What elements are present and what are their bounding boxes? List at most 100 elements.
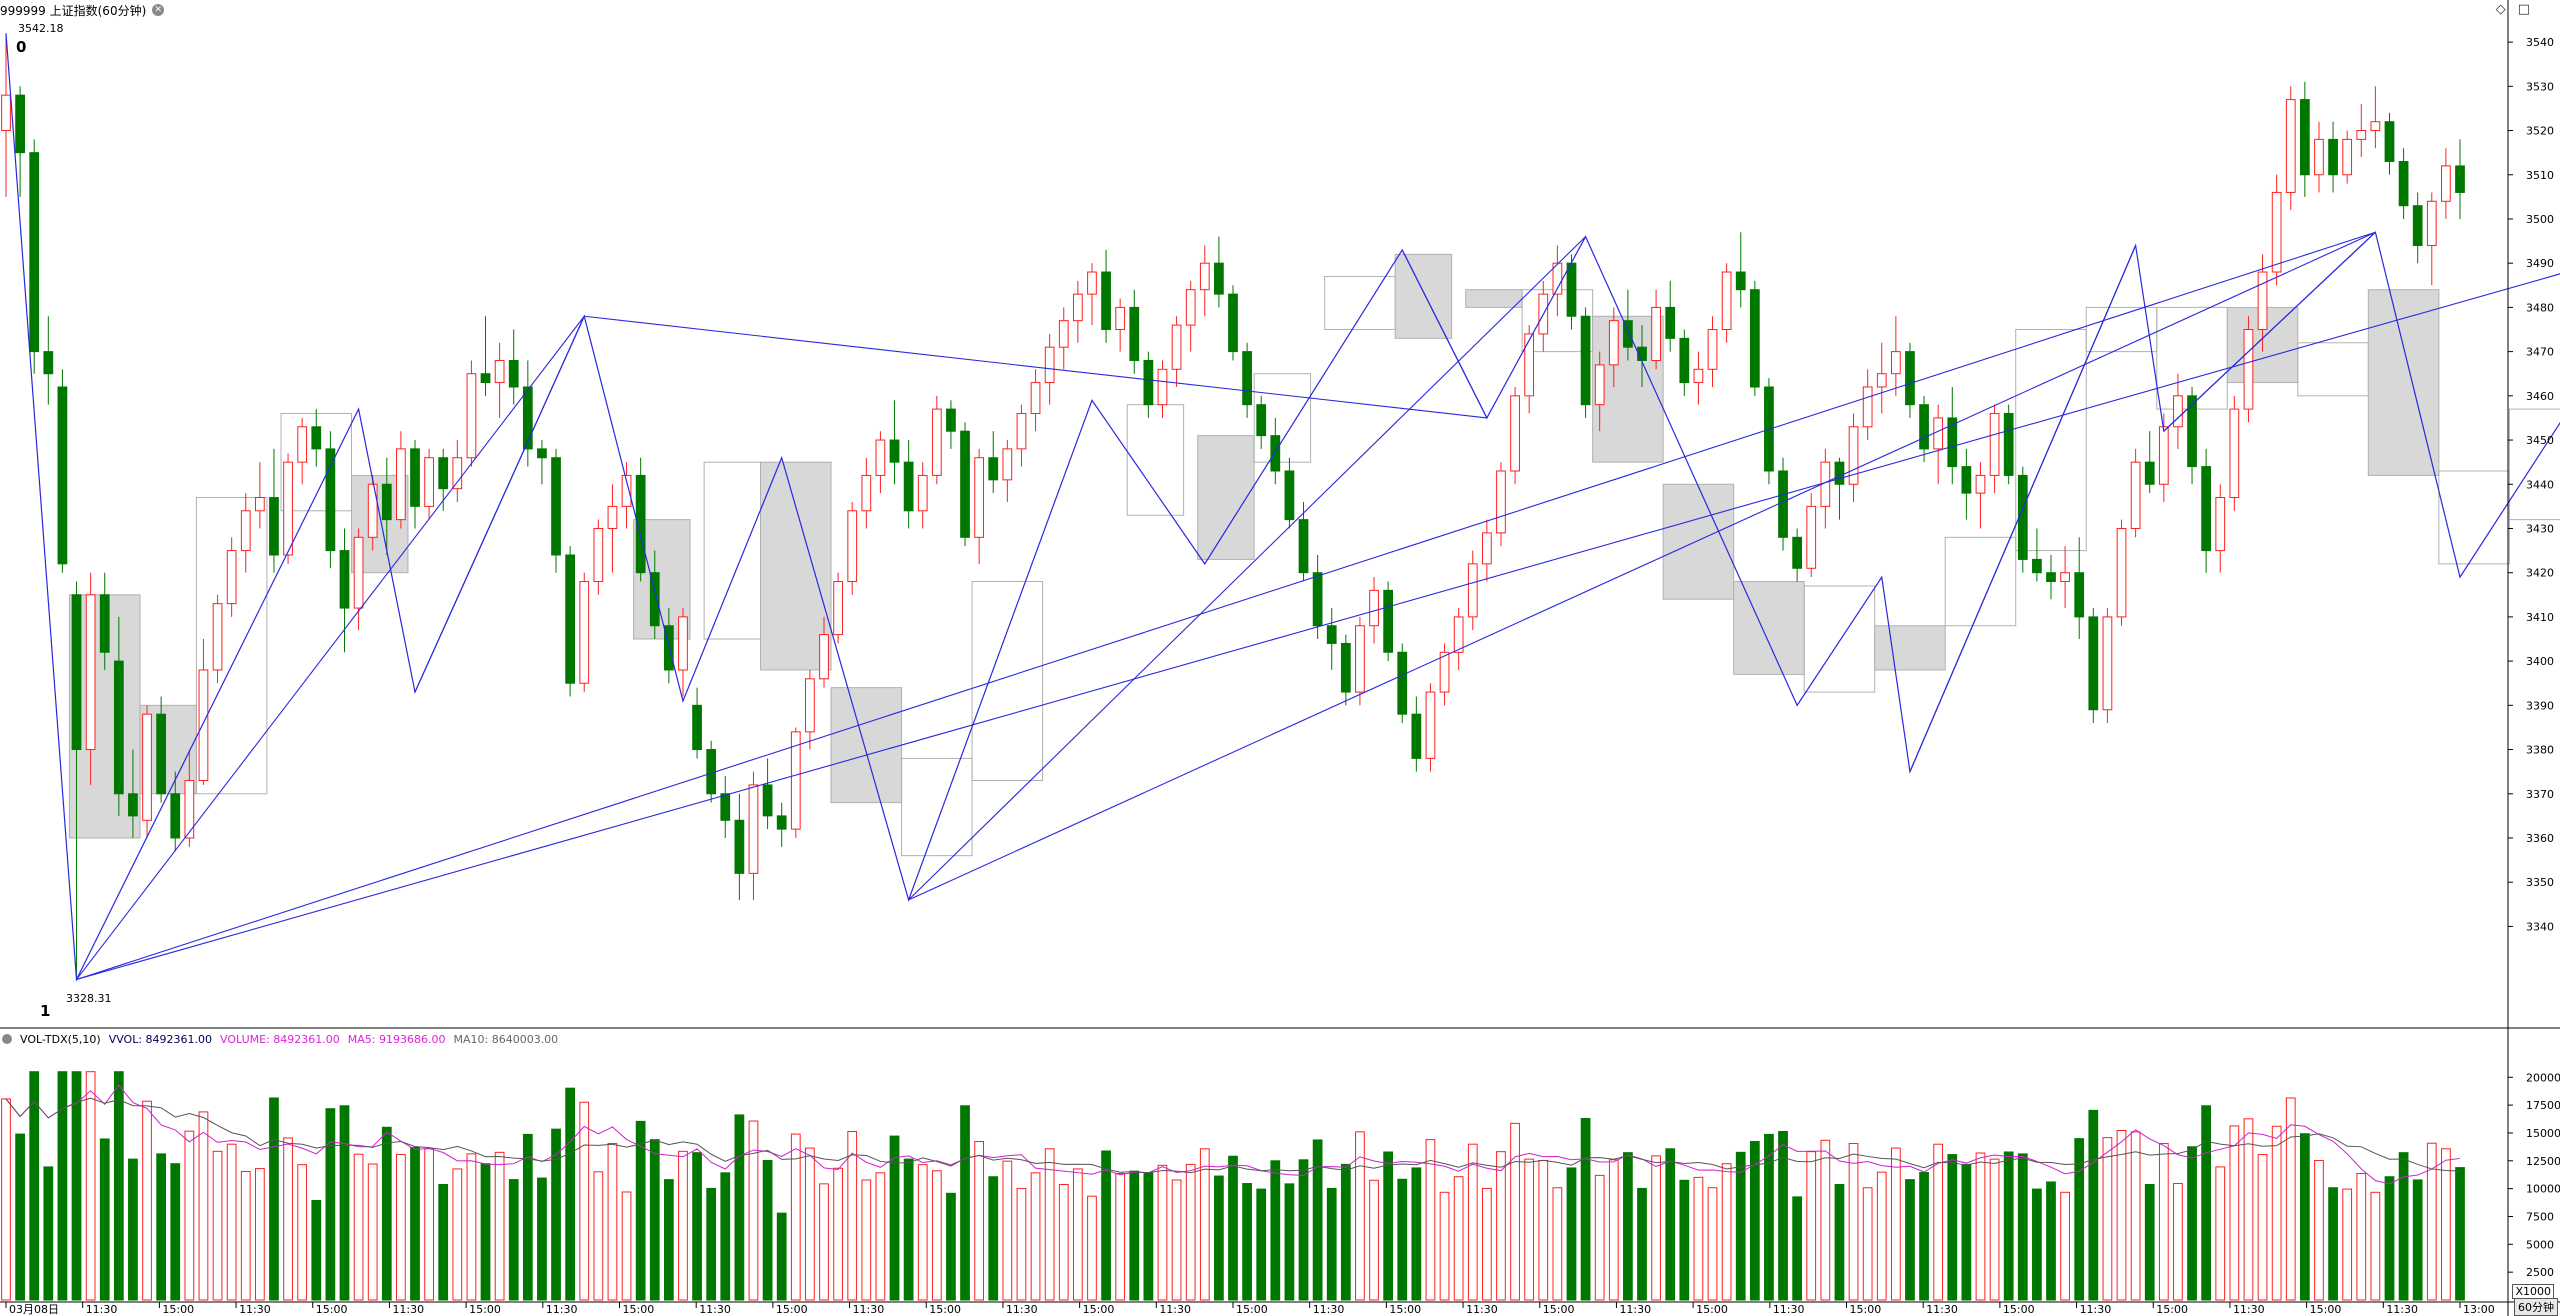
volume-bar	[1481, 1187, 1492, 1301]
candle	[2130, 461, 2141, 529]
volume-bar	[2229, 1125, 2240, 1301]
candle	[1665, 306, 1676, 339]
candle	[1002, 448, 1013, 481]
candle	[2003, 413, 2014, 476]
period-badge[interactable]: 60分钟	[2514, 1298, 2558, 1316]
collapse-dot-icon[interactable]	[2, 1034, 12, 1044]
candle	[678, 616, 688, 671]
candle	[1961, 466, 1972, 494]
candle	[1214, 262, 1224, 295]
volume-bar	[1185, 1163, 1196, 1301]
volume-bar	[2314, 1159, 2324, 1301]
ma10-value: MA10: 8640003.00	[453, 1032, 559, 1046]
candle	[847, 510, 858, 583]
volume-bar	[1, 1098, 11, 1301]
volume-bar	[2342, 1188, 2353, 1301]
volume-bar	[1439, 1191, 1450, 1301]
candle	[142, 713, 152, 821]
candle	[2074, 572, 2085, 618]
volume-bar	[1608, 1159, 1619, 1301]
volume-bar	[2412, 1179, 2423, 1301]
volume-layer[interactable]	[1, 1071, 2465, 1301]
candle	[1594, 364, 1605, 406]
volume-bar	[2398, 1152, 2409, 1301]
candle	[734, 819, 745, 874]
volume-bar	[2074, 1138, 2085, 1301]
time-tick-label: 15:00	[2003, 1303, 2035, 1316]
candle	[1481, 532, 1492, 565]
diamond-icon[interactable]: ◇	[2495, 2, 2506, 17]
candle	[889, 439, 900, 463]
volume-bar	[748, 1120, 759, 1301]
candle	[1115, 306, 1126, 331]
volume-bar	[311, 1199, 322, 1301]
candle-layer[interactable]	[1, 33, 2465, 980]
volume-bar	[1326, 1187, 1337, 1301]
time-tick-label: 11:30	[1773, 1303, 1805, 1316]
candle	[1340, 642, 1351, 693]
volume-bar	[537, 1177, 547, 1301]
candle	[974, 457, 985, 538]
candle	[1058, 320, 1069, 348]
price-tick-label: 3540	[2526, 36, 2554, 49]
candle	[2102, 616, 2113, 711]
candle	[960, 430, 970, 538]
volume-bar	[1228, 1155, 1238, 1301]
volume-tick-label: 7500	[2526, 1210, 2554, 1223]
candle	[1312, 572, 1323, 627]
volume-bar	[156, 1153, 167, 1301]
candle	[1228, 293, 1238, 353]
volume-bar	[931, 1170, 942, 1301]
candle	[1171, 324, 1182, 370]
indicator-name[interactable]: VOL-TDX(5,10)	[20, 1032, 101, 1046]
volume-bar	[1552, 1187, 1563, 1301]
volume-tick-label: 15000	[2526, 1127, 2560, 1140]
candle	[1933, 417, 1944, 450]
candle	[1834, 461, 1845, 485]
consolidation-box	[2508, 408, 2560, 521]
candle	[988, 457, 999, 481]
maximize-square-icon[interactable]: □	[2517, 2, 2530, 17]
volume-bar	[269, 1097, 279, 1301]
volume-ma10-line	[5, 1097, 2461, 1174]
time-tick-label: 11:30	[546, 1303, 578, 1316]
volume-bar	[706, 1187, 717, 1301]
volume-bar	[2455, 1167, 2465, 1301]
consolidation-box	[1394, 253, 1453, 339]
price-tick-label: 3430	[2526, 522, 2554, 535]
candle	[1101, 271, 1111, 331]
time-tick-label: 11:30	[86, 1303, 118, 1316]
volume-bar	[734, 1114, 745, 1301]
candle	[269, 497, 279, 556]
candle	[1580, 315, 1591, 406]
volume-bar	[212, 1150, 223, 1301]
volume-bar	[198, 1111, 209, 1301]
close-circle-icon[interactable]: ✕	[152, 4, 165, 16]
wave-layer	[5, 33, 2560, 982]
time-tick-label: 11:30	[853, 1303, 885, 1316]
fan-line	[908, 231, 2376, 901]
fan-line	[1909, 245, 2137, 772]
candle	[1453, 616, 1464, 653]
candle	[537, 448, 547, 459]
fan-line	[76, 273, 2560, 980]
volume-bar	[1171, 1179, 1182, 1301]
volume-bar	[1566, 1167, 1577, 1301]
price-tick-label: 3480	[2526, 301, 2554, 314]
volume-bar	[1933, 1143, 1944, 1301]
candle	[353, 536, 364, 609]
volume-bar	[494, 1151, 505, 1301]
volume-bar	[1623, 1152, 1633, 1301]
volume-bar	[649, 1139, 660, 1301]
time-tick-label: 13:00	[2463, 1303, 2495, 1316]
candle	[1425, 691, 1436, 759]
volume-bar	[353, 1153, 364, 1301]
volume-bar	[452, 1168, 463, 1301]
volume-bar	[579, 1101, 590, 1301]
volume-bar	[1749, 1141, 1760, 1301]
candle	[254, 497, 265, 512]
candle	[903, 461, 914, 512]
candle	[1326, 625, 1337, 644]
